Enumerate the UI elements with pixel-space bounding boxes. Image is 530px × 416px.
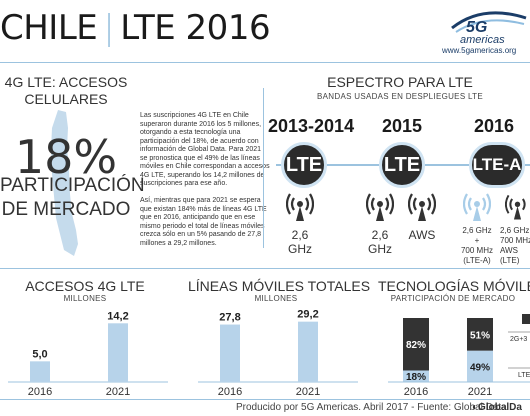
band-label-line: 2,6 GHz	[462, 226, 492, 235]
chart1-subtitle: MILLONES	[63, 294, 107, 303]
legend-label: LTE	[518, 372, 530, 379]
antenna-icon	[408, 193, 436, 221]
panel-divider	[263, 88, 264, 248]
band-label-line: 700 MHz	[500, 236, 530, 245]
x-tick-label: 2021	[106, 386, 130, 398]
left-title-line1: 4G LTE: ACCESOS	[4, 74, 128, 90]
tech-circle-lte-2: LTE	[379, 142, 425, 188]
data-label: 14,2	[107, 310, 128, 322]
data-label: 49%	[470, 362, 490, 373]
spectrum-year-2013-2014: 2013-2014	[268, 116, 355, 136]
left-title-line2: CELULARES	[24, 91, 108, 107]
market-share-label-line1: PARTICIPACIÓN	[0, 175, 145, 196]
chart3-title: TECNOLOGÍAS MÓVILES	[378, 278, 530, 294]
stacked-bar-2g3g	[403, 318, 429, 371]
stacked-bar-lte	[403, 370, 429, 382]
stacked-bar-lte	[467, 350, 493, 382]
logo-americas-text: americas	[460, 34, 505, 46]
chart-accesos-4g-lte: 5,0 2016 14,2 2021	[8, 310, 168, 398]
x-tick-label: 2021	[468, 386, 492, 398]
data-label: 18%	[406, 372, 426, 383]
market-share-percent: 18%	[14, 130, 118, 184]
title-country: CHILE	[0, 8, 98, 48]
tech-circle-lte-a: LTE-A	[469, 142, 525, 188]
bar	[298, 321, 318, 382]
data-label: 82%	[406, 340, 426, 351]
footer-brand: ◐GlobalDa	[472, 402, 522, 413]
title-subject: LTE 2016	[120, 8, 271, 48]
band-label-line: (LTE-A)	[463, 256, 491, 265]
band-label-2015-26: 2,6 GHz	[360, 228, 400, 256]
chile-map-icon	[51, 110, 78, 256]
bar	[30, 361, 50, 382]
data-label: 27,8	[219, 312, 240, 324]
band-label-2016-lte: 2,6 GHz 700 MHz AWS (LTE)	[500, 226, 530, 266]
logo-5g-text: 5G	[466, 19, 487, 36]
spectrum-subtitle: BANDAS USADAS EN DESPLIEGUES LTE	[317, 92, 483, 101]
stacked-bar-2g3g	[467, 318, 493, 351]
spectrum-year-2015: 2015	[381, 116, 423, 136]
band-label-line: GHz	[288, 242, 312, 256]
header-divider	[0, 62, 530, 63]
x-tick-label: 2016	[218, 386, 242, 398]
antenna-icon	[286, 193, 314, 221]
tech-circle-lte-1: LTE	[281, 142, 327, 188]
band-label-2016-lte-a: 2,6 GHz + 700 MHz (LTE-A)	[452, 226, 502, 266]
bar	[108, 323, 128, 382]
antenna-icon	[505, 194, 526, 220]
left-panel-title: 4G LTE: ACCESOS CELULARES	[0, 74, 132, 108]
chart2-title: LÍNEAS MÓVILES TOTALES	[188, 278, 371, 294]
globaldata-icon: ◐	[472, 402, 479, 413]
data-label: 5,0	[32, 348, 47, 360]
market-share-label-line2: DE MERCADO	[1, 199, 131, 220]
legend-swatch	[522, 314, 530, 324]
x-tick-label: 2016	[28, 386, 52, 398]
band-label-line: GHz	[368, 242, 392, 256]
bar	[220, 324, 240, 382]
spectrum-year-2016: 2016	[473, 116, 515, 136]
legend-label: 2G+3	[510, 336, 527, 343]
antenna-icon	[366, 193, 394, 221]
description-paragraph-2: Así, mientras que para 2021 se espera qu…	[140, 197, 267, 247]
logo-mark: 5G americas	[451, 11, 527, 46]
band-label-line: +	[474, 236, 480, 245]
band-label-line: AWS	[500, 246, 518, 255]
band-label-line: (LTE)	[500, 256, 520, 265]
page-title: CHILE | LTE 2016	[0, 8, 271, 48]
description-paragraph-1: Las suscripciones 4G LTE en Chile supera…	[140, 112, 270, 187]
section-divider	[0, 268, 530, 269]
chart2-subtitle: MILLONES	[254, 294, 298, 303]
chart3-subtitle: PARTICIPACIÓN DE MERCADO	[390, 294, 516, 303]
chart-tecnologias-moviles: 18% 82% 2016 49% 51% 2021 2G+3 LTE	[388, 314, 530, 398]
logo-url: www.5gamericas.org	[442, 46, 517, 55]
data-label: 29,2	[297, 309, 318, 321]
x-tick-label: 2016	[404, 386, 428, 398]
spectrum-title: ESPECTRO PARA LTE	[327, 74, 473, 90]
antenna-icon	[463, 193, 491, 221]
band-label-2015-aws: AWS	[408, 228, 436, 242]
chart-lineas-moviles: 27,8 2016 29,2 2021	[198, 309, 358, 398]
chart1-title: ACCESOS 4G LTE	[25, 278, 145, 294]
band-label-line: 2,6	[291, 228, 309, 242]
footer-credit: Producido por 5G Americas. Abril 2017 - …	[236, 402, 507, 413]
brand-logo: 5G americas www.5gamericas.org	[442, 8, 530, 58]
band-label-line: 700 MHz	[460, 246, 493, 255]
market-share-label: PARTICIPACIÓN DE MERCADO	[0, 174, 145, 222]
band-label-line: 2,6 GHz	[500, 226, 530, 235]
band-label-line: 2,6	[371, 228, 389, 242]
band-label-2013: 2,6 GHz	[280, 228, 320, 256]
x-tick-label: 2021	[296, 386, 320, 398]
footer-brand-text: GlobalDa	[478, 402, 522, 413]
data-label: 51%	[470, 330, 490, 341]
title-separator: |	[103, 8, 115, 48]
footer-divider	[0, 399, 530, 400]
